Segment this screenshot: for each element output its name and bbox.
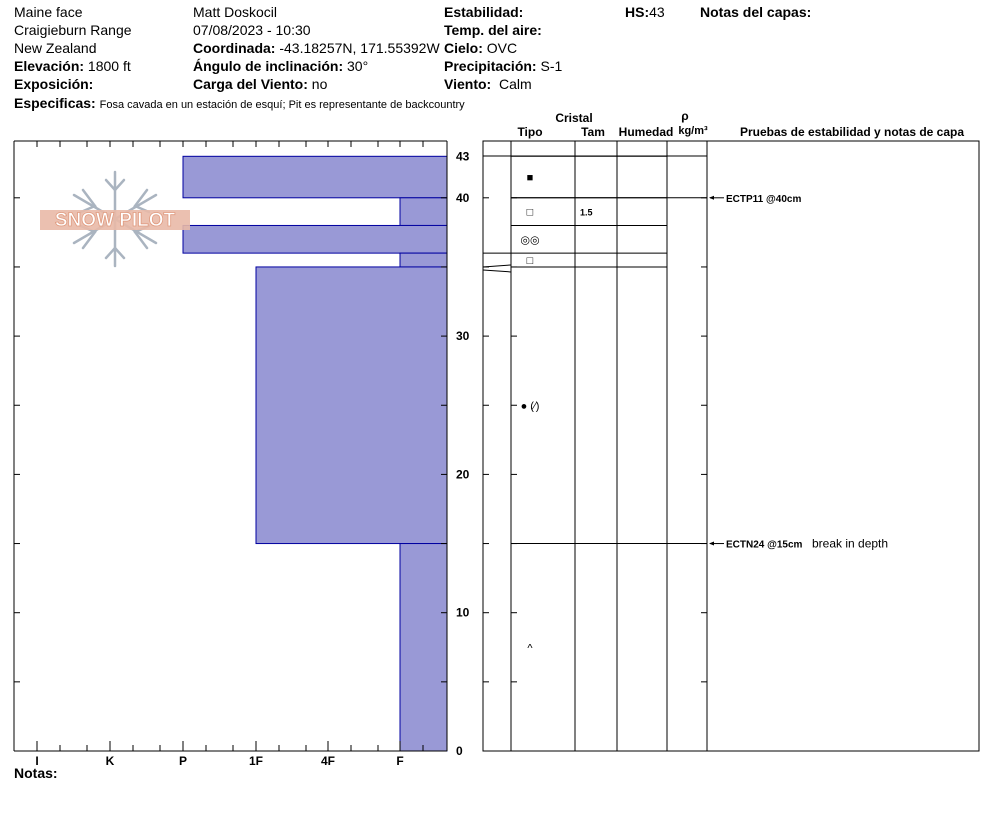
hardness-bar <box>399 252 448 268</box>
precip-value: S-1 <box>540 58 563 74</box>
wind-field: Viento: Calm <box>444 76 532 92</box>
slope-value: 30° <box>347 58 369 74</box>
crystal-symbol: □ <box>527 207 534 219</box>
stability-field: Estabilidad: <box>444 4 523 20</box>
notes-label: Notas: <box>14 765 58 781</box>
coordinate-label: Coordinada: <box>193 40 276 56</box>
logo-text: SNOW PILOT <box>55 210 176 231</box>
layer-table-frame <box>482 140 980 752</box>
crystal-symbols: ■ □ ◎◎ □ ● (⁄) ^ <box>520 172 539 654</box>
col-moisture: Humedad <box>619 125 674 139</box>
depth-label: 43 <box>456 149 470 163</box>
wind-label: Viento: <box>444 76 492 92</box>
sky-value: OVC <box>486 40 518 56</box>
crystal-size: 1.5 <box>580 208 593 218</box>
specifics-field: Especificas: Fosa cavada en un estación … <box>14 95 465 113</box>
datetime: 07/08/2023 - 10:30 <box>193 22 311 38</box>
depth-label: 40 <box>456 191 470 205</box>
layer-boundaries <box>482 155 707 545</box>
arrow-icon <box>709 195 714 200</box>
depth-label: 30 <box>456 329 470 343</box>
hardness-bar <box>399 543 448 752</box>
sky-field: Cielo: OVC <box>444 40 517 56</box>
hardness-label: 4F <box>321 754 335 768</box>
hs-field: HS:43 <box>625 4 665 20</box>
test-result: ECTN24 @15cm <box>726 540 803 551</box>
location: Maine face <box>14 4 83 20</box>
stability-label: Estabilidad: <box>444 4 524 20</box>
exposure-field: Exposición: <box>14 76 93 92</box>
hardness-label: K <box>106 754 115 768</box>
connector-line <box>482 269 512 273</box>
crystal-symbol: □ <box>527 255 534 267</box>
hardness-bar <box>255 266 448 545</box>
hardness-bar <box>182 224 448 254</box>
elevation-value: 1800 ft <box>87 58 131 74</box>
stability-tests: ECTP11 @40cm ECTN24 @15cm break in depth <box>709 194 888 551</box>
arrow-icon <box>709 541 714 546</box>
depth-label: 0 <box>456 744 463 758</box>
hardness-ticks <box>13 141 424 751</box>
air-temp-field: Temp. del aire: <box>444 22 542 38</box>
slope-field: Ángulo de inclinación: 30° <box>193 58 368 74</box>
snowpilot-logo: SNOW PILOT <box>40 170 190 268</box>
specifics-value: Fosa cavada en un estación de esquí; Pit… <box>99 99 465 111</box>
depth-labels: 43 40 30 20 10 0 <box>456 149 470 758</box>
col-rho: ρ <box>681 109 688 123</box>
air-temp-label: Temp. del aire: <box>444 22 542 38</box>
hardness-label: P <box>179 754 187 768</box>
test-result: ECTP11 @40cm <box>726 194 801 205</box>
coordinate-field: Coordinada: -43.18257N, 171.55392W <box>193 40 440 56</box>
observer: Matt Doskocil <box>193 4 278 20</box>
depth-label: 20 <box>456 467 470 481</box>
wind-value: Calm <box>498 76 532 92</box>
specifics-label: Especificas: <box>14 95 96 111</box>
elevation-field: Elevación: 1800 ft <box>14 58 131 74</box>
hardness-label: 1F <box>249 754 263 768</box>
hardness-labels: I K P 1F 4F F <box>35 754 403 768</box>
col-density-unit: kg/m³ <box>678 125 708 137</box>
hs-label: HS: <box>625 4 650 20</box>
country: New Zealand <box>14 40 97 56</box>
wind-load-label: Carga del Viento: <box>193 76 308 92</box>
layer-notes-label: Notas del capas: <box>700 4 812 20</box>
crystal-symbol: ◎◎ <box>520 234 539 246</box>
hardness-label: F <box>396 754 403 768</box>
range: Craigieburn Range <box>14 22 132 38</box>
test-note: break in depth <box>812 537 888 551</box>
depth-ticks-left <box>14 197 447 752</box>
hs-value: 43 <box>649 4 665 20</box>
crystal-symbol: ■ <box>527 172 534 184</box>
hardness-plot-frame <box>13 140 448 752</box>
col-tests: Pruebas de estabilidad y notas de capa <box>740 125 964 139</box>
hardness-label: I <box>35 754 38 768</box>
elevation-label: Elevación: <box>14 58 85 74</box>
precip-field: Precipitación: S-1 <box>444 58 562 74</box>
hardness-bar <box>182 155 448 199</box>
precip-label: Precipitación: <box>444 58 537 74</box>
crystal-symbol: ● (⁄) <box>521 400 540 412</box>
wind-load-value: no <box>311 76 328 92</box>
slope-label: Ángulo de inclinación: <box>193 58 344 74</box>
crystal-symbol: ^ <box>527 642 533 654</box>
wind-load-field: Carga del Viento: no <box>193 76 327 92</box>
col-crystal: Cristal <box>555 111 592 125</box>
coordinate-value: -43.18257N, 171.55392W <box>279 40 440 56</box>
hardness-bars <box>182 155 448 752</box>
exposure-label: Exposición: <box>14 76 94 92</box>
depth-label: 10 <box>456 606 470 620</box>
col-type: Tipo <box>517 125 542 139</box>
depth-ticks-right <box>483 197 707 752</box>
sky-label: Cielo: <box>444 40 483 56</box>
col-size: Tam <box>581 125 605 139</box>
hardness-bar <box>399 197 448 226</box>
crystal-sizes: 1.5 <box>580 208 593 218</box>
